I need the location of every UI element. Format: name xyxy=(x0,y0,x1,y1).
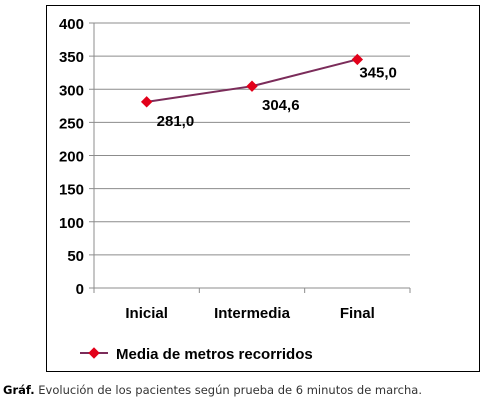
caption-prefix: Gráf. xyxy=(3,383,35,397)
y-tick-label: 350 xyxy=(59,49,84,66)
caption-text: Evolución de los pacientes según prueba … xyxy=(34,383,422,397)
y-tick-label: 50 xyxy=(67,248,84,265)
data-point xyxy=(140,96,153,108)
x-tick-label: Intermedia xyxy=(214,305,291,322)
labels: 281,0 304,6 345,0 xyxy=(157,64,397,129)
y-tick-label: 200 xyxy=(59,149,84,166)
x-tick-label: Inicial xyxy=(125,305,168,322)
x-tick-label: Final xyxy=(340,305,375,322)
data-point xyxy=(351,53,364,66)
legend-label: Media de metros recorridos xyxy=(116,346,313,363)
y-tick-label: 300 xyxy=(59,82,84,99)
line-chart: 0 50 100 150 200 250 300 350 400 Inicial Intermedi… xyxy=(59,16,411,363)
data-label: 304,6 xyxy=(262,97,300,114)
legend: Media de metros recorridos xyxy=(80,346,313,363)
y-tick-label: 100 xyxy=(59,215,84,232)
data-label: 281,0 xyxy=(157,113,195,130)
legend-marker xyxy=(88,347,100,359)
axes: 0 50 100 150 200 250 300 350 400 Inicial Intermedi… xyxy=(59,16,411,322)
y-tick-label: 0 xyxy=(76,281,84,298)
data-label: 345,0 xyxy=(359,64,397,81)
series-lines xyxy=(140,53,364,108)
y-tick-label: 250 xyxy=(59,115,84,132)
figure-caption: Gráf. Evolución de los pacientes según p… xyxy=(3,383,487,397)
y-tick-label: 150 xyxy=(59,182,84,199)
data-point xyxy=(246,80,258,92)
gridlines xyxy=(94,22,410,256)
y-tick-label: 400 xyxy=(59,16,84,33)
